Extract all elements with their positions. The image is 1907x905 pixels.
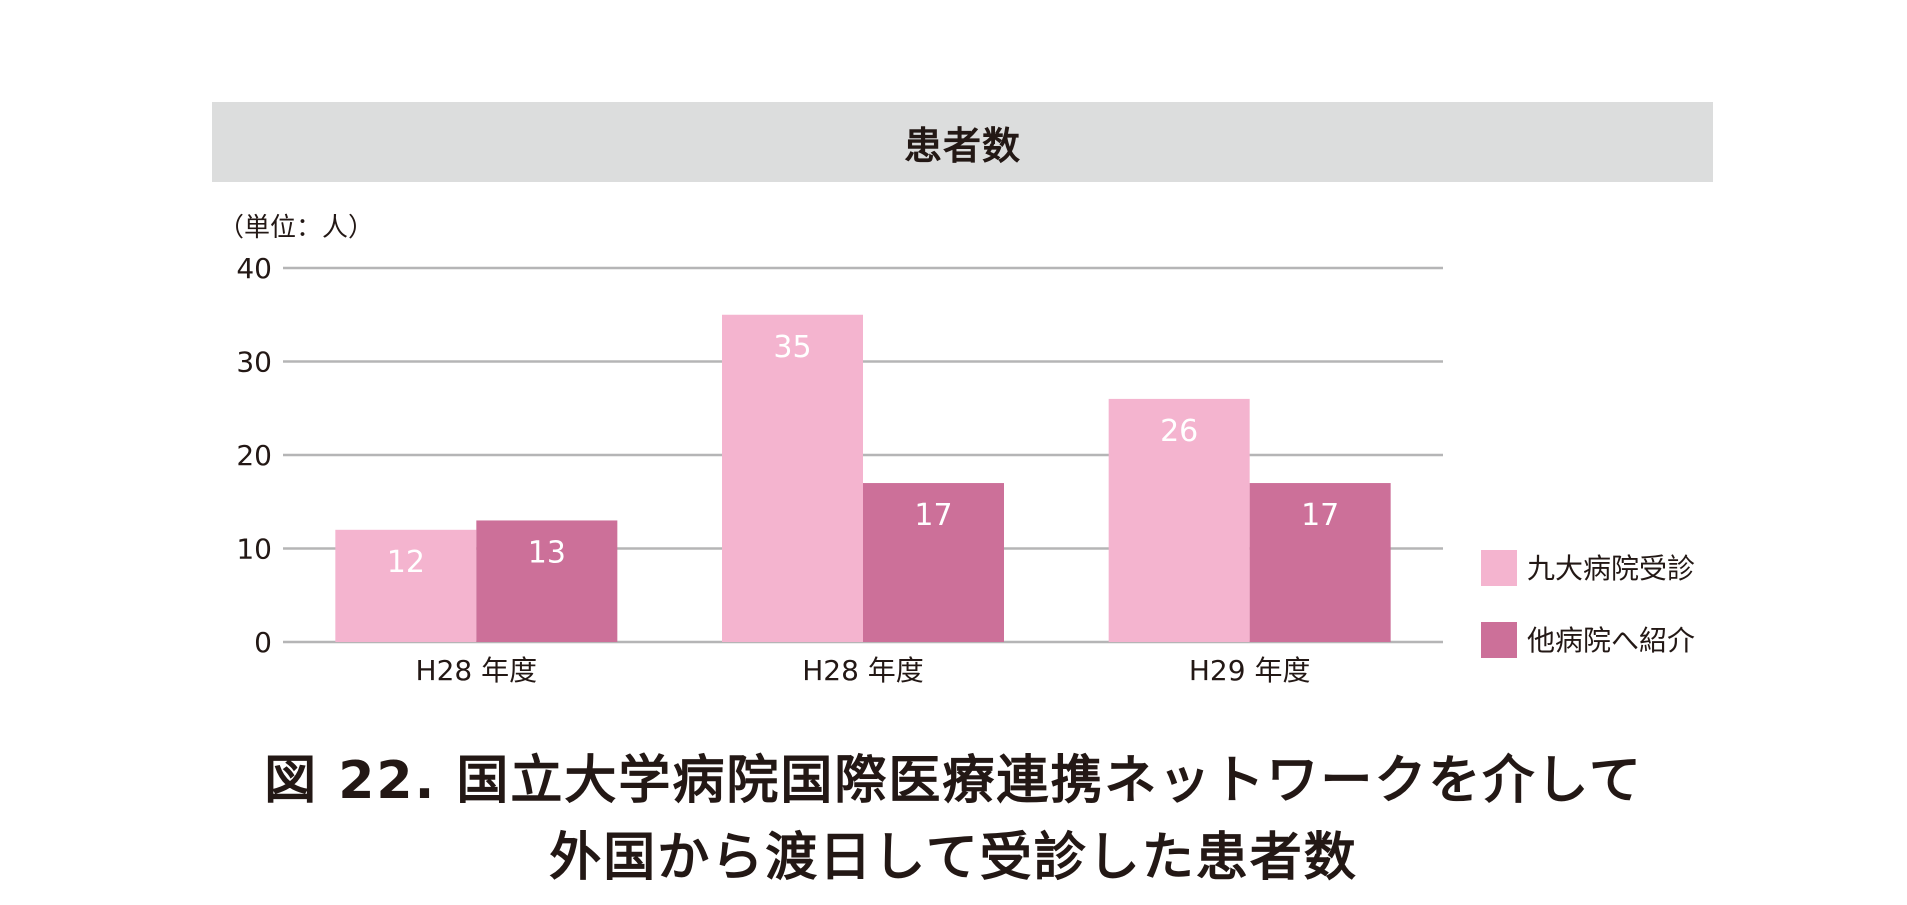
y-tick-label: 40 [236, 252, 272, 285]
data-labels: 12 13 35 17 26 17 [387, 330, 1340, 580]
y-tick-label: 10 [236, 533, 272, 566]
bar [722, 314, 863, 642]
unit-label: （単位：人） [218, 213, 374, 243]
data-label: 13 [528, 535, 566, 570]
y-axis-ticks: 0 10 20 30 40 [236, 252, 272, 659]
y-tick-label: 0 [254, 626, 272, 659]
bars [335, 314, 1391, 642]
data-label: 17 [914, 498, 952, 533]
legend-label: 他病院へ紹介 [1527, 624, 1695, 657]
legend-swatch [1481, 550, 1517, 586]
data-label: 12 [387, 545, 425, 580]
data-label: 26 [1160, 414, 1198, 449]
legend-swatch [1481, 622, 1517, 658]
bar [476, 520, 618, 642]
legend-label: 九大病院受診 [1527, 552, 1695, 585]
bar [1108, 398, 1250, 642]
x-tick-label: H28 年度 [416, 654, 538, 687]
data-label: 35 [773, 330, 811, 365]
y-tick-label: 20 [236, 439, 272, 472]
bar [1249, 483, 1391, 642]
y-tick-label: 30 [236, 346, 272, 379]
x-tick-label: H28 年度 [802, 654, 924, 687]
bar [335, 529, 477, 642]
x-tick-label: H29 年度 [1189, 654, 1311, 687]
figure-caption-line-2: 外国から渡日して受診した患者数 [549, 828, 1358, 888]
bar [863, 483, 1004, 642]
x-axis-ticks: H28 年度 H28 年度 H29 年度 [416, 654, 1311, 687]
figure-caption-line-1: 図 22. 国立大学病院国際医療連携ネットワークを介して [264, 751, 1643, 811]
chart-title: 患者数 [212, 102, 1713, 182]
data-label: 17 [1301, 498, 1339, 533]
